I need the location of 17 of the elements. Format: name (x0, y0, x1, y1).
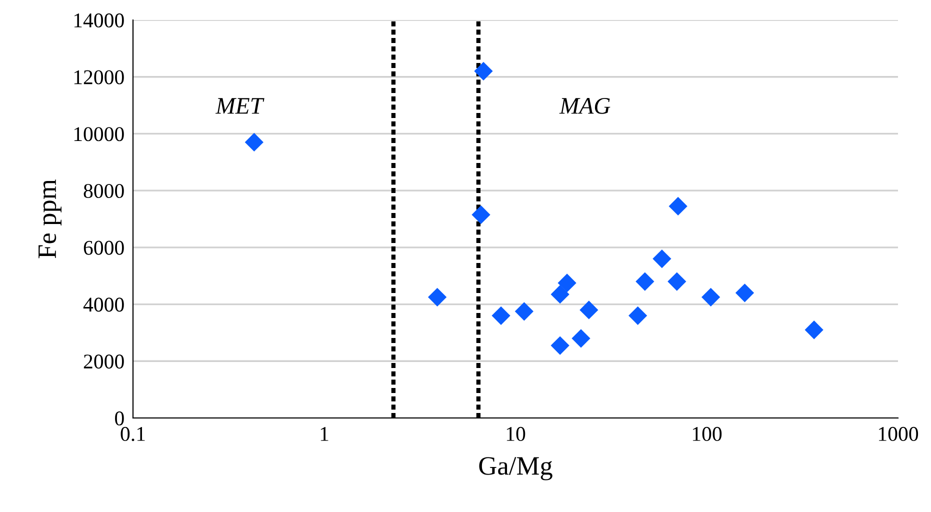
x-tick-label: 0.1 (120, 426, 145, 442)
y-tick-label: 0 (115, 411, 124, 426)
annotation: MET (215, 98, 264, 114)
x-tick-label: 1 (320, 427, 328, 441)
x-tick-label: 1000 (879, 426, 918, 441)
x-axis-title: Ga/Mg (479, 457, 552, 480)
y-tick-label: 10000 (74, 127, 124, 142)
y-tick-label: 12000 (74, 70, 124, 84)
y-tick-label: 14000 (74, 13, 124, 28)
annotation: MAG (559, 98, 610, 114)
y-tick-label: 8000 (84, 184, 124, 198)
y-tick-label: 4000 (83, 298, 124, 312)
y-tick-label: 6000 (84, 240, 124, 255)
y-axis-title: Fe ppm (38, 179, 62, 258)
x-tick-label: 10 (506, 426, 526, 441)
x-tick-label: 100 (692, 426, 722, 441)
y-tick-label: 2000 (84, 354, 124, 369)
